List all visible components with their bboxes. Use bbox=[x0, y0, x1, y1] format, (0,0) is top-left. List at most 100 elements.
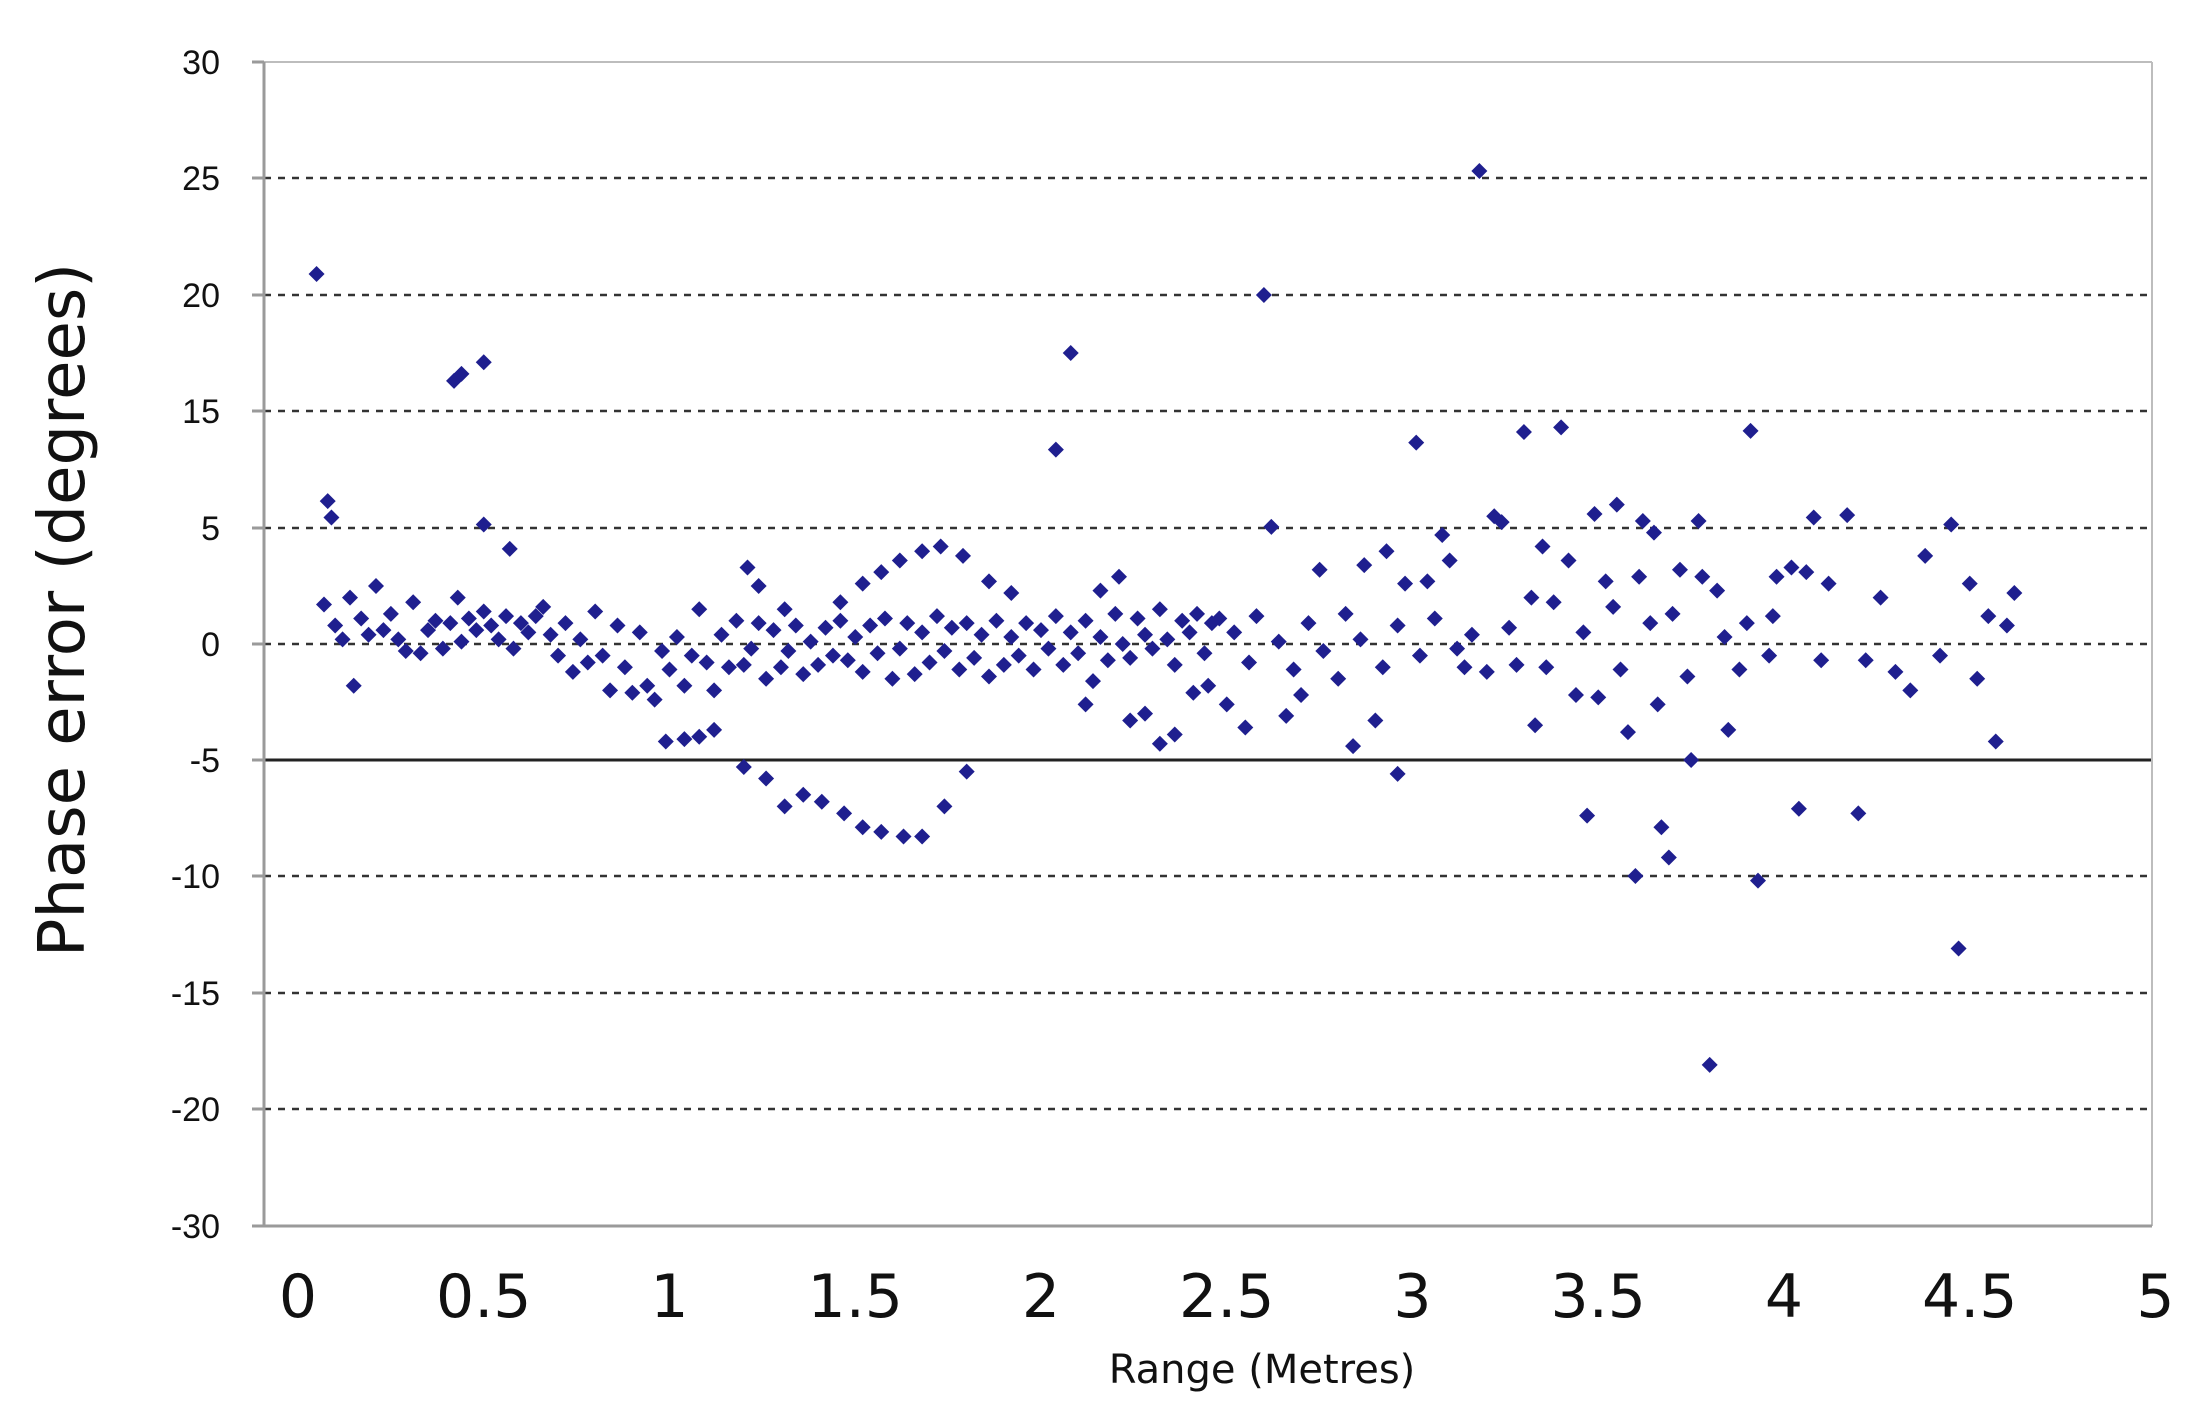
data-point bbox=[958, 615, 975, 632]
data-point bbox=[1278, 707, 1295, 724]
data-point bbox=[1917, 547, 1934, 564]
y-tick-label: 30 bbox=[182, 44, 220, 82]
data-point bbox=[1463, 626, 1480, 643]
data-point bbox=[988, 612, 1005, 629]
y-tick-label: -20 bbox=[171, 1091, 220, 1129]
data-point bbox=[498, 608, 515, 625]
data-point bbox=[691, 601, 708, 618]
data-point bbox=[579, 654, 596, 671]
data-point bbox=[676, 731, 693, 748]
x-tick-label: 1.5 bbox=[808, 1262, 903, 1332]
y-tick-label: 15 bbox=[182, 393, 220, 431]
data-point bbox=[2006, 584, 2023, 601]
data-point bbox=[639, 677, 656, 694]
data-point bbox=[1805, 509, 1822, 526]
data-point bbox=[475, 516, 492, 533]
data-point bbox=[1605, 598, 1622, 615]
data-point bbox=[1980, 608, 1997, 625]
data-point bbox=[1764, 608, 1781, 625]
y-tick-label: 25 bbox=[182, 160, 220, 198]
data-point bbox=[1211, 610, 1228, 627]
data-point bbox=[1575, 624, 1592, 641]
data-point bbox=[1378, 543, 1395, 560]
data-point bbox=[564, 663, 581, 680]
data-point bbox=[873, 564, 890, 581]
data-point bbox=[1538, 659, 1555, 676]
data-point bbox=[914, 543, 931, 560]
data-point bbox=[527, 608, 544, 625]
data-point bbox=[1709, 582, 1726, 599]
data-point bbox=[449, 589, 466, 606]
data-point bbox=[1111, 568, 1128, 585]
data-point bbox=[743, 640, 760, 657]
data-point bbox=[802, 633, 819, 650]
data-point bbox=[1408, 434, 1425, 451]
data-point bbox=[1932, 647, 1949, 664]
data-point bbox=[442, 615, 459, 632]
data-point bbox=[1285, 661, 1302, 678]
data-point bbox=[1092, 629, 1109, 646]
data-point bbox=[434, 640, 451, 657]
data-point bbox=[624, 684, 641, 701]
data-points bbox=[308, 163, 2023, 1073]
data-point bbox=[490, 631, 507, 648]
data-point bbox=[1248, 608, 1265, 625]
data-point bbox=[706, 682, 723, 699]
data-point bbox=[728, 612, 745, 629]
data-point bbox=[1047, 441, 1064, 458]
x-tick-label: 3.5 bbox=[1551, 1262, 1646, 1332]
data-point bbox=[1122, 649, 1139, 666]
data-point bbox=[1597, 573, 1614, 590]
x-tick-labels: 0 0.5 1 1.5 2 2.5 3 3.5 4 4.5 5 bbox=[279, 1262, 2175, 1332]
data-point bbox=[876, 610, 893, 627]
data-point bbox=[713, 626, 730, 643]
data-point bbox=[1189, 605, 1206, 622]
data-point bbox=[1664, 605, 1681, 622]
data-point bbox=[706, 721, 723, 738]
data-point bbox=[810, 656, 827, 673]
data-point bbox=[342, 589, 359, 606]
data-point bbox=[1608, 496, 1625, 513]
data-point bbox=[817, 619, 834, 636]
data-point bbox=[427, 612, 444, 629]
data-point bbox=[609, 617, 626, 634]
data-point bbox=[1122, 712, 1139, 729]
data-point bbox=[854, 575, 871, 592]
data-point bbox=[973, 626, 990, 643]
data-point bbox=[1137, 626, 1154, 643]
data-point bbox=[1738, 615, 1755, 632]
data-point bbox=[1694, 568, 1711, 585]
data-point bbox=[1389, 617, 1406, 634]
data-point bbox=[501, 540, 518, 557]
data-point bbox=[776, 601, 793, 618]
data-point bbox=[750, 615, 767, 632]
data-point bbox=[936, 798, 953, 815]
data-point bbox=[397, 642, 414, 659]
data-point bbox=[895, 828, 912, 845]
data-point bbox=[1586, 505, 1603, 522]
data-point bbox=[375, 622, 392, 639]
data-point bbox=[836, 805, 853, 822]
data-point bbox=[1040, 640, 1057, 657]
data-point bbox=[1293, 687, 1310, 704]
data-point bbox=[1003, 584, 1020, 601]
y-tick-label: -15 bbox=[171, 975, 220, 1013]
data-point bbox=[1534, 538, 1551, 555]
x-tick-label: 2.5 bbox=[1179, 1262, 1274, 1332]
y-tick-labels: 30 25 20 15 5 0 -5 -10 -15 -20 -30 bbox=[171, 44, 220, 1246]
data-point bbox=[594, 647, 611, 664]
data-point bbox=[1352, 631, 1369, 648]
data-point bbox=[1508, 656, 1525, 673]
data-point bbox=[873, 823, 890, 840]
data-point bbox=[995, 656, 1012, 673]
data-point bbox=[1003, 629, 1020, 646]
data-point bbox=[616, 659, 633, 676]
data-point bbox=[1174, 612, 1191, 629]
data-point bbox=[412, 645, 429, 662]
data-point bbox=[951, 661, 968, 678]
data-point bbox=[1671, 561, 1688, 578]
data-point bbox=[475, 603, 492, 620]
data-point bbox=[758, 770, 775, 787]
data-point bbox=[483, 617, 500, 634]
data-point bbox=[1683, 752, 1700, 768]
